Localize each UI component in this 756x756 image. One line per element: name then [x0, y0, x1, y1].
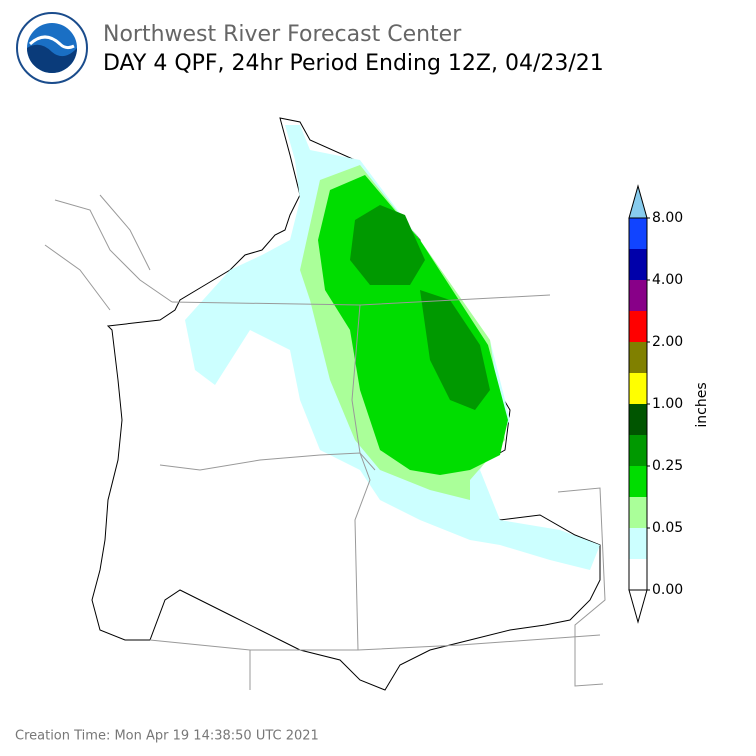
colorbar-segment: [629, 342, 647, 373]
colorbar-segment: [629, 373, 647, 404]
boundaries: [44, 194, 606, 690]
colorbar-tick-label: 8.00: [652, 210, 683, 226]
colorbar-segment: [629, 404, 647, 435]
colorbar-segment: [629, 466, 647, 497]
colorbar-segment: [629, 311, 647, 342]
colorbar-tick-label: 2.00: [652, 334, 683, 350]
colorbar-segment: [629, 280, 647, 311]
colorbar-segment: [629, 435, 647, 466]
colorbar-tick-label: 4.00: [652, 272, 683, 288]
colorbar-tick-label: 1.00: [652, 396, 683, 412]
colorbar-extend: [628, 589, 648, 624]
colorbar-segment: [629, 528, 647, 559]
colorbar-label: inches: [694, 382, 710, 427]
precip-high: [350, 205, 425, 285]
colorbar-tick-label: 0.00: [652, 582, 683, 598]
subtitle: DAY 4 QPF, 24hr Period Ending 12Z, 04/23…: [103, 51, 604, 76]
creation-time: Creation Time: Mon Apr 19 14:38:50 UTC 2…: [15, 729, 319, 744]
title: Northwest River Forecast Center: [103, 22, 462, 47]
colorbar-segment: [629, 218, 647, 249]
colorbar: 0.00 0.05 0.25 1.00 2.00 4.00 8.00: [628, 184, 683, 624]
colorbar-segment: [629, 559, 647, 590]
precip-high: [420, 290, 490, 410]
colorbar-extend: [628, 184, 648, 219]
colorbar-segment: [629, 249, 647, 280]
colorbar-tick-label: 0.05: [652, 520, 683, 536]
noaa-logo: [16, 12, 88, 84]
map: [44, 117, 606, 691]
colorbar-segment: [629, 497, 647, 528]
colorbar-tick-label: 0.25: [652, 458, 683, 474]
